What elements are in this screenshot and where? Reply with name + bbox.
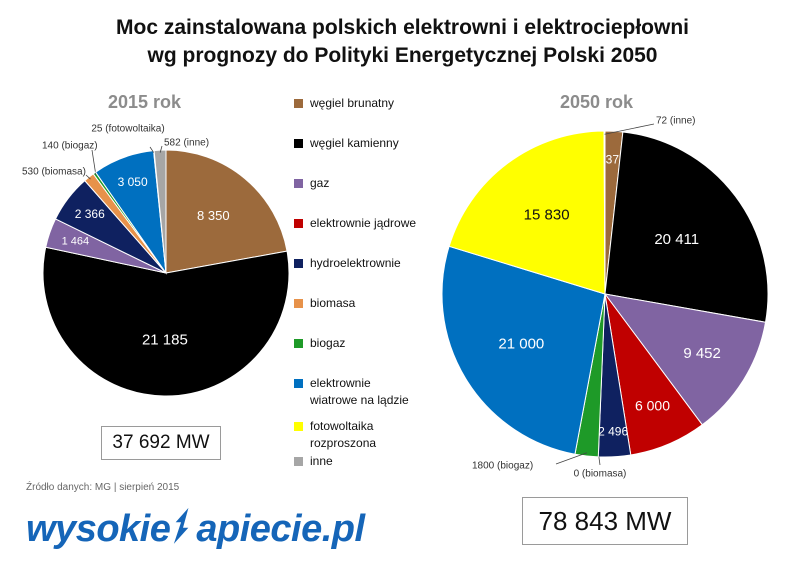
total-2050-box: 78 843 MW xyxy=(522,497,688,545)
pie-slice xyxy=(603,130,606,295)
legend-label: hydroelektrownie xyxy=(310,256,401,270)
lightning-icon xyxy=(171,504,193,548)
leader-line xyxy=(85,174,91,180)
legend-swatch xyxy=(294,99,303,108)
pie-2015-title: 2015 rok xyxy=(108,92,182,112)
pie-2050-title: 2050 rok xyxy=(560,92,634,112)
legend-label: węgiel kamienny xyxy=(310,136,399,150)
legend-label: biogaz xyxy=(310,336,346,350)
chart-title-line2: wg prognozy do Polityki Energetycznej Po… xyxy=(147,44,658,67)
pie-slice xyxy=(42,246,290,397)
pie-slice-label: 2 366 xyxy=(75,207,105,221)
pie-slice-label: 8 350 xyxy=(197,208,230,223)
legend-swatch xyxy=(294,139,303,148)
legend-label: elektrownie jądrowe xyxy=(310,216,417,230)
leader-line xyxy=(149,146,155,154)
legend-swatch xyxy=(294,259,303,268)
pie-slice xyxy=(448,130,606,295)
logo-text-left: wysokie xyxy=(26,508,171,550)
legend-label: inne xyxy=(310,454,333,468)
pie-slice-label: 1 464 xyxy=(62,236,90,248)
legend-label: elektrownie wiatrowe na lądzie xyxy=(310,376,409,407)
pie-slice-label: 6 000 xyxy=(635,397,670,413)
pie-slice-label: 21 000 xyxy=(498,336,544,353)
legend-label: gaz xyxy=(310,176,330,190)
pie-slice-label: 1800 (biogaz) xyxy=(472,461,533,472)
legend-label: biomasa xyxy=(310,296,356,310)
pie-slice-label: 582 (inne) xyxy=(164,138,209,149)
pie-slice-label: 20 411 xyxy=(654,231,699,248)
legend-label: węgiel brunatny xyxy=(310,96,395,110)
pie-slice-label: 140 (biogaz) xyxy=(42,141,98,152)
legend-swatch xyxy=(294,422,303,431)
legend-swatch xyxy=(294,219,303,228)
pie-slice-label: 0 (biomasa) xyxy=(574,469,627,480)
pie-slice xyxy=(603,293,767,426)
site-logo[interactable]: wysokie apiecie.pl xyxy=(26,503,365,553)
pie-slice xyxy=(604,131,769,323)
pie-slice-label: 530 (biomasa) xyxy=(22,167,86,178)
legend-swatch xyxy=(294,339,303,348)
leader-line xyxy=(555,452,588,465)
chart-title-line1: Moc zainstalowana polskich elektrowni i … xyxy=(116,16,689,39)
pie-slice-label: 72 (inne) xyxy=(656,116,695,127)
leader-line xyxy=(604,123,655,135)
pie-slice-label: 21 185 xyxy=(142,332,188,349)
legend-swatch xyxy=(294,299,303,308)
pie-slice-label: 15 830 xyxy=(524,207,570,224)
legend-label: fotowoltaika rozproszona xyxy=(310,419,377,450)
total-2015-box: 37 692 MW xyxy=(101,426,221,460)
pie-slice-label: 25 (fotowoltaika) xyxy=(91,124,164,135)
legend-swatch xyxy=(294,179,303,188)
leader-line xyxy=(91,149,97,176)
pie-slice xyxy=(153,149,167,274)
pie-slice-label: 9 452 xyxy=(683,345,721,362)
chart-title: Moc zainstalowana polskich elektrowni i … xyxy=(0,14,805,70)
leader-line xyxy=(159,145,163,153)
pie-2015: 8 350 21 185 1 464 2 366 530 (biomasa) 140 (b… xyxy=(22,124,290,397)
source-note: Źródło danych: MG | sierpień 2015 xyxy=(26,482,180,493)
legend-swatch xyxy=(294,379,303,388)
logo-text-right: apiecie.pl xyxy=(196,508,365,550)
pie-slice xyxy=(165,149,288,274)
pie-slice-label: 2 496 xyxy=(598,424,628,438)
legend-swatch xyxy=(294,457,303,466)
pie-slice-label: 3 050 xyxy=(118,175,148,189)
pie-slice xyxy=(441,245,606,455)
